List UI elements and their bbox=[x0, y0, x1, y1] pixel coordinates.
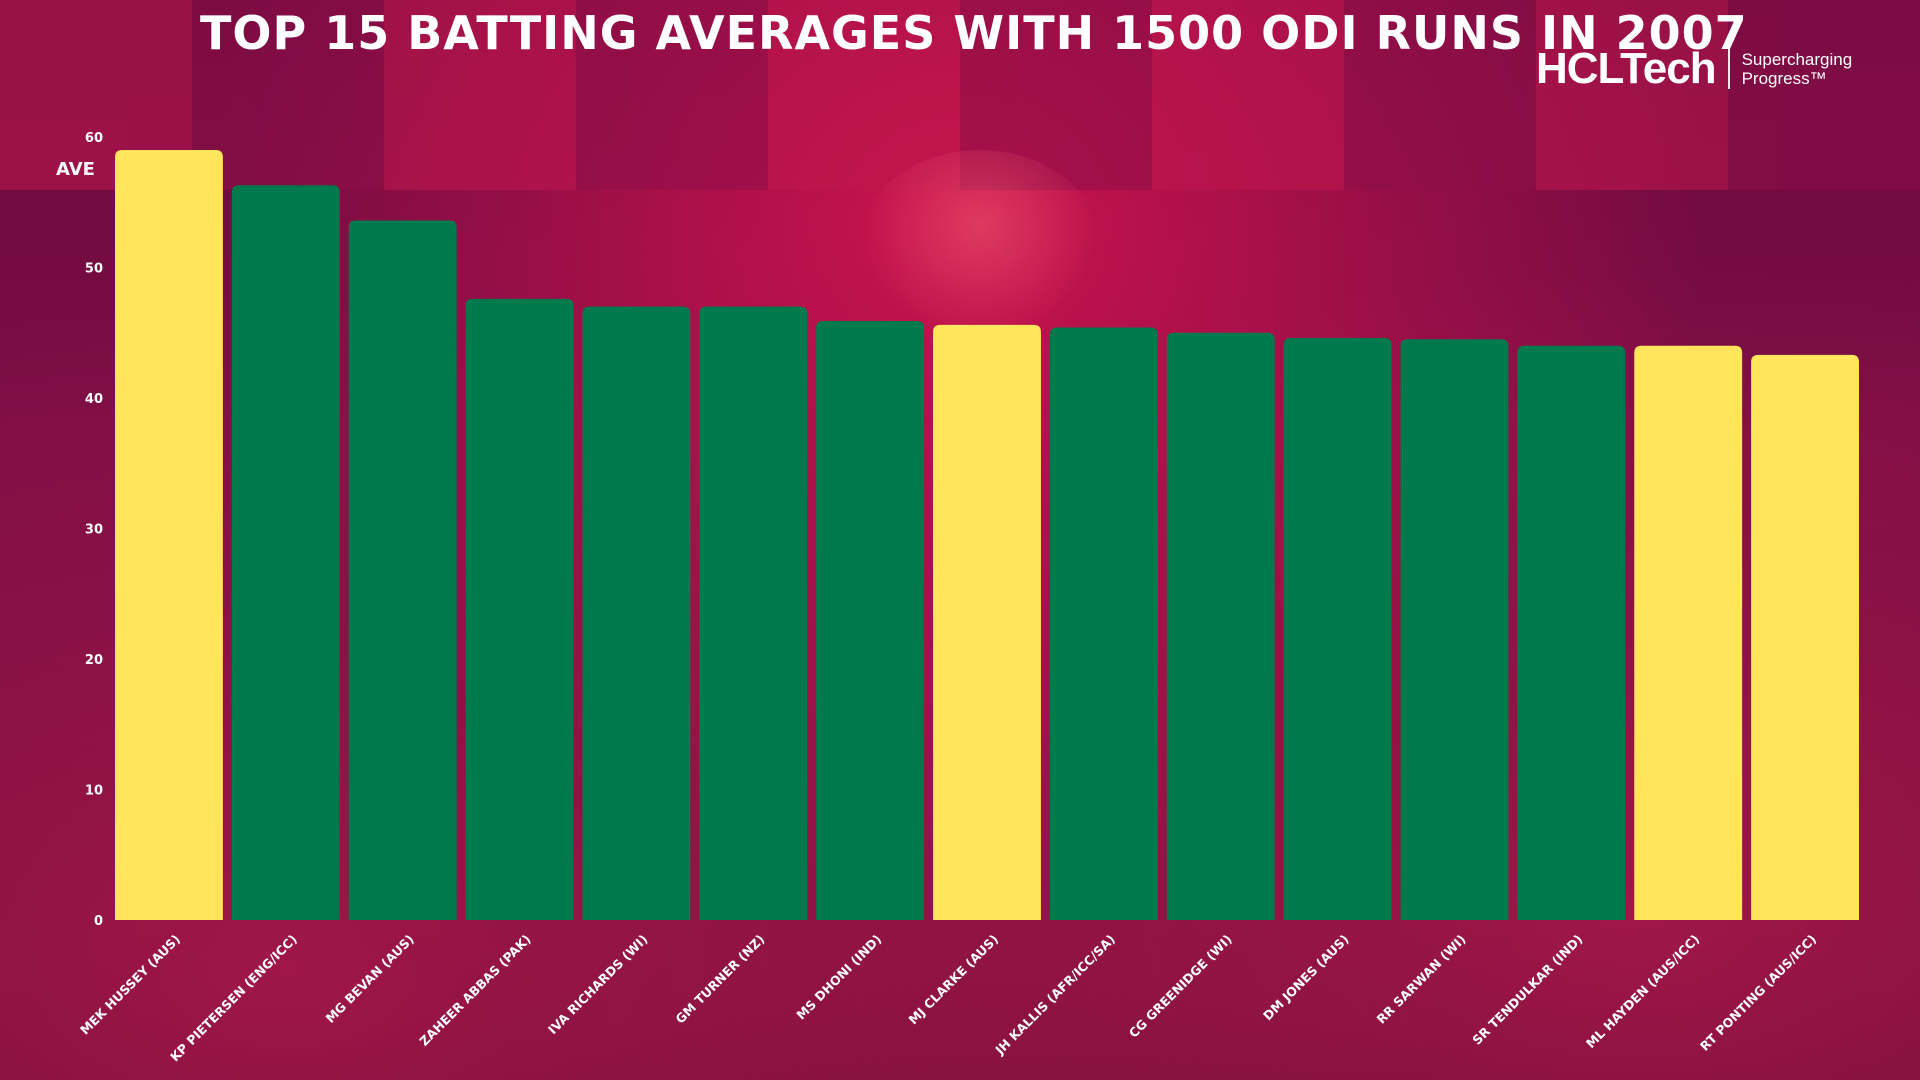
bar bbox=[1049, 327, 1158, 920]
bar bbox=[115, 150, 223, 921]
x-tick-label: CG GREENIDGE (WI) bbox=[1126, 932, 1235, 1041]
y-axis-ticks: 0 10 20 30 40 50 60 bbox=[85, 131, 103, 929]
bar bbox=[816, 321, 925, 920]
x-tick-label: RT PONTING (AUS/ICC) bbox=[1697, 932, 1819, 1054]
x-tick-label: GM TURNER (NZ) bbox=[672, 932, 767, 1027]
x-tick-label: MG BEVAN (AUS) bbox=[323, 932, 417, 1026]
background-tile bbox=[1344, 0, 1536, 190]
y-tick-label: 0 bbox=[94, 914, 103, 929]
y-tick-label: 60 bbox=[85, 131, 103, 146]
x-tick-label: SR TENDULKAR (IND) bbox=[1469, 932, 1585, 1048]
bar bbox=[1634, 345, 1743, 920]
background-helmet-graphic bbox=[860, 150, 1100, 340]
bar bbox=[1517, 345, 1626, 920]
x-tick-label: IVA RICHARDS (WI) bbox=[545, 932, 651, 1038]
y-axis-label: AVE bbox=[56, 159, 95, 180]
bar bbox=[699, 306, 808, 920]
bar bbox=[348, 220, 457, 920]
background-tile bbox=[384, 0, 576, 190]
x-tick-label: KP PIETERSEN (ENG/ICC) bbox=[167, 932, 300, 1065]
y-tick-label: 10 bbox=[85, 784, 103, 799]
y-tick-label: 30 bbox=[85, 523, 103, 538]
bar bbox=[465, 298, 574, 920]
logo-wordmark: HCLTech bbox=[1536, 44, 1717, 93]
x-tick-label: JH KALLIS (AFR/ICC/SA) bbox=[992, 932, 1118, 1058]
bar bbox=[933, 324, 1041, 920]
brand-logo: HCLTech Supercharging Progress™ bbox=[1536, 44, 1852, 94]
background-tile bbox=[576, 0, 768, 190]
x-tick-label: ZAHEER ABBAS (PAK) bbox=[416, 932, 533, 1049]
x-tick-label: ML HAYDEN (AUS/ICC) bbox=[1583, 932, 1702, 1051]
background-banner bbox=[0, 0, 1920, 190]
x-tick-label: MS DHONI (IND) bbox=[793, 932, 884, 1023]
bar bbox=[1166, 332, 1275, 920]
chart-title: TOP 15 BATTING AVERAGES WITH 1500 ODI RU… bbox=[200, 6, 1748, 60]
logo-divider bbox=[1727, 49, 1730, 89]
background-tile bbox=[1152, 0, 1344, 190]
logo-tagline: Supercharging Progress™ bbox=[1742, 50, 1853, 88]
bar bbox=[1283, 337, 1392, 921]
background-tile bbox=[1536, 0, 1728, 190]
x-tick-label: DM JONES (AUS) bbox=[1260, 932, 1352, 1024]
logo-tagline-line2: Progress™ bbox=[1741, 69, 1827, 88]
background-tile bbox=[1728, 0, 1920, 190]
x-axis-ticks: MEK HUSSEY (AUS)KP PIETERSEN (ENG/ICC) MG… bbox=[77, 932, 1819, 1065]
bar bbox=[1751, 354, 1859, 920]
bar bbox=[582, 306, 691, 920]
bars-group bbox=[115, 150, 1859, 921]
logo-tagline-line1: Supercharging bbox=[1741, 50, 1853, 69]
x-tick-label: MJ CLARKE (AUS) bbox=[905, 932, 1001, 1028]
y-tick-label: 40 bbox=[85, 392, 103, 407]
x-tick-label: RR SARWAN (WI) bbox=[1373, 932, 1468, 1027]
x-tick-label: MEK HUSSEY (AUS) bbox=[77, 932, 183, 1038]
background-tile bbox=[192, 0, 384, 190]
y-tick-label: 20 bbox=[85, 653, 103, 668]
bar bbox=[231, 185, 340, 920]
y-tick-label: 50 bbox=[85, 262, 103, 277]
bar bbox=[1400, 339, 1509, 920]
